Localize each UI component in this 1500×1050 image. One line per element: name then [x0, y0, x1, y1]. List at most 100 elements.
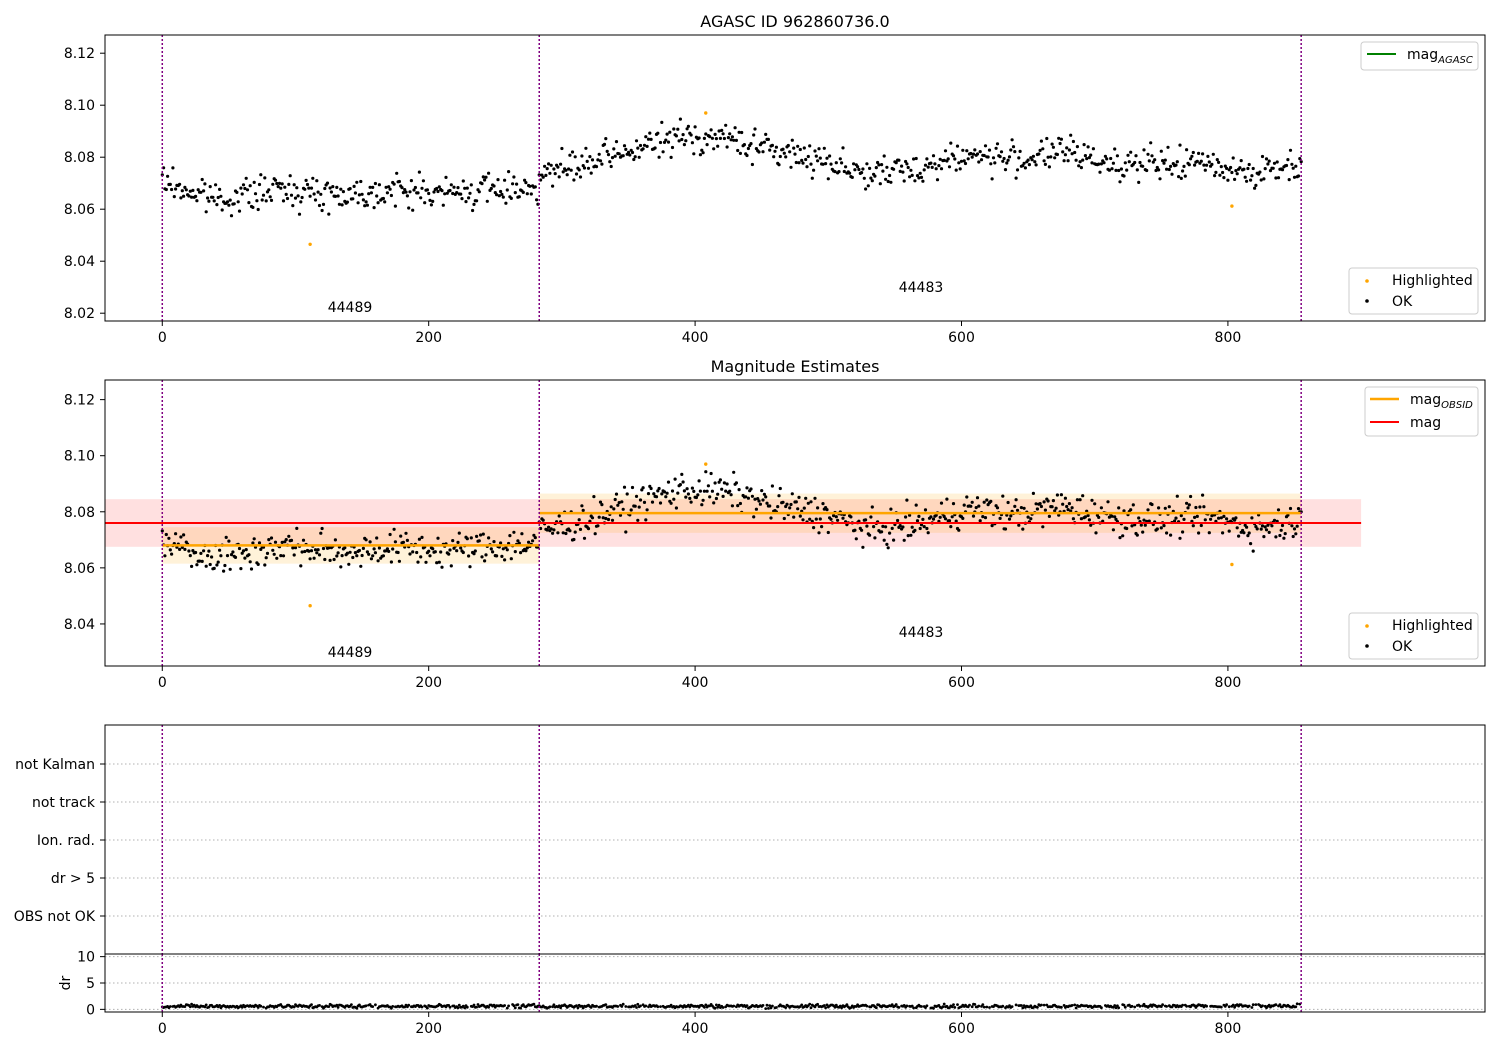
ok-point — [919, 175, 924, 179]
ok-point — [1065, 504, 1069, 509]
ok-point — [729, 493, 733, 497]
y-tick-label: 8.10 — [64, 449, 95, 465]
ok-point — [267, 538, 271, 542]
x-tick-label: 600 — [948, 675, 975, 691]
ok-point — [1203, 518, 1207, 522]
ok-point — [1146, 508, 1150, 512]
ok-point — [253, 192, 258, 196]
dr-point — [557, 1004, 561, 1008]
flag-label: not Kalman — [15, 757, 95, 773]
ok-point — [368, 540, 372, 544]
ok-point — [814, 154, 818, 158]
ok-point — [299, 564, 303, 568]
ok-point — [391, 547, 395, 551]
ok-point — [865, 524, 869, 528]
ok-point — [864, 187, 868, 191]
ok-point — [950, 515, 954, 519]
ok-point — [1090, 498, 1094, 502]
ok-point — [588, 155, 592, 159]
ok-point — [257, 182, 262, 187]
ok-point — [608, 160, 612, 164]
ok-point — [906, 165, 910, 170]
ok-point — [195, 199, 199, 203]
ok-point — [1211, 152, 1215, 156]
ok-point — [271, 548, 275, 552]
dr-point — [952, 1003, 955, 1006]
agasc-obsid-label-44489: 44489 — [328, 300, 373, 316]
ok-point — [1275, 160, 1279, 164]
ok-point — [664, 138, 668, 142]
ok-point — [892, 167, 896, 171]
ok-point — [746, 146, 751, 151]
ok-point — [1114, 168, 1118, 172]
ok-point — [969, 151, 973, 156]
ok-point — [1010, 138, 1014, 142]
ok-point — [777, 163, 781, 167]
dr-point — [784, 1006, 788, 1009]
ok-point — [1222, 176, 1226, 180]
ok-point — [951, 502, 956, 506]
dr-y-axis-label: dr — [58, 975, 74, 990]
ok-point — [372, 206, 376, 210]
ok-point — [415, 550, 419, 555]
ok-point — [1098, 170, 1102, 174]
ok-point — [532, 533, 536, 537]
ok-point — [492, 184, 496, 188]
ok-point — [720, 487, 724, 491]
ok-point — [589, 171, 593, 175]
ok-point — [1237, 534, 1241, 538]
ok-point — [551, 184, 555, 188]
ok-point — [764, 132, 768, 136]
ok-point — [371, 554, 375, 558]
ok-point — [641, 147, 645, 151]
ok-point — [645, 144, 649, 148]
ok-point — [581, 508, 585, 512]
ok-point — [556, 165, 560, 169]
ok-point — [596, 158, 600, 162]
ok-point — [1162, 161, 1166, 165]
ok-point — [465, 186, 469, 190]
ok-point — [395, 171, 399, 175]
ok-point — [1243, 175, 1247, 179]
ok-point — [1045, 136, 1049, 141]
ok-point — [219, 194, 223, 198]
ok-point — [437, 185, 441, 189]
ok-point — [496, 178, 500, 182]
ok-point — [184, 188, 188, 192]
dr-point — [1062, 1004, 1066, 1007]
ok-point — [179, 535, 183, 539]
ok-point — [495, 193, 499, 197]
agasc-legend-upper: magAGASC — [1360, 41, 1479, 71]
ok-point — [804, 496, 808, 500]
x-tick-label: 400 — [682, 1021, 709, 1037]
x-tick-label: 600 — [948, 1021, 975, 1037]
ok-point — [567, 167, 571, 171]
dr-point — [1133, 1005, 1137, 1009]
ok-point — [1159, 149, 1163, 153]
ok-point — [387, 185, 391, 189]
ok-point — [295, 186, 299, 190]
ok-point — [869, 515, 873, 519]
ok-point — [938, 157, 942, 161]
ok-point — [722, 481, 727, 485]
ok-point — [861, 545, 865, 549]
ok-point — [616, 503, 620, 507]
ok-point — [237, 546, 242, 551]
dr-point — [932, 1006, 935, 1010]
ok-point — [375, 194, 379, 198]
ok-point — [712, 147, 716, 151]
ok-point — [295, 526, 299, 531]
ok-point — [677, 139, 681, 143]
ok-point — [1155, 165, 1159, 170]
ok-point — [171, 166, 175, 170]
ok-point — [561, 170, 565, 174]
ok-point — [809, 500, 813, 504]
ok-point — [389, 193, 393, 198]
ok-point — [516, 539, 520, 543]
ok-point — [194, 194, 198, 198]
ok-point — [744, 495, 748, 499]
ok-point — [949, 141, 953, 145]
ok-point — [728, 132, 732, 136]
ok-point — [915, 519, 920, 523]
